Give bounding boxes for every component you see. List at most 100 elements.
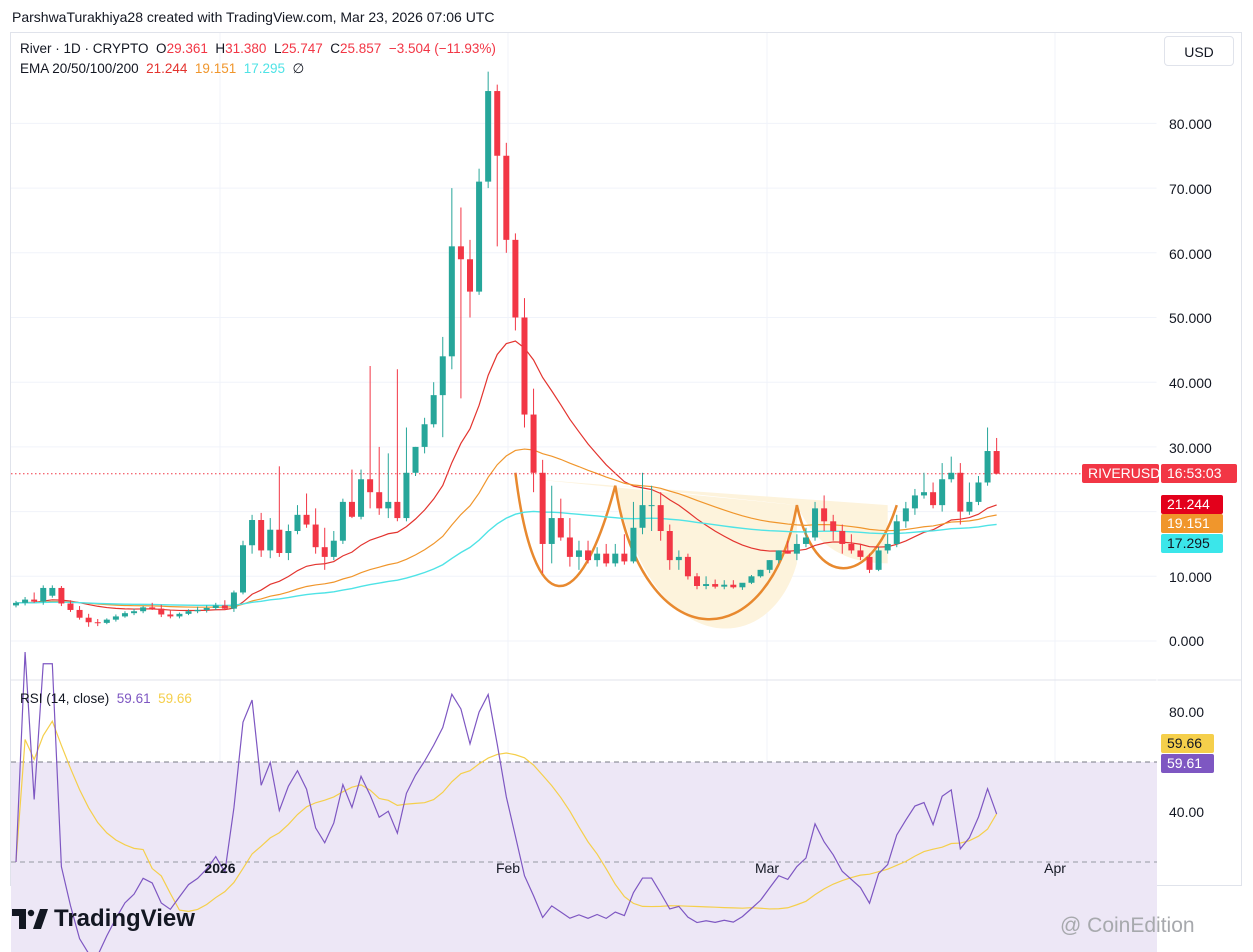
rsi-y-tick-label: 40.00 xyxy=(1169,804,1205,820)
tradingview-logo[interactable]: TradingView xyxy=(12,905,195,933)
candle-body xyxy=(866,556,873,570)
candle-body xyxy=(85,617,92,623)
candle-body xyxy=(739,582,746,588)
candle-body xyxy=(921,492,927,496)
candle-body xyxy=(112,616,119,620)
grid-lines xyxy=(11,33,1242,850)
candle-body xyxy=(267,529,274,551)
candle-body xyxy=(476,181,483,292)
candle-body xyxy=(684,556,691,577)
candle-body xyxy=(140,607,147,612)
y-tick-label: 10.000 xyxy=(1169,569,1212,585)
legend-symbol[interactable]: River · 1D · CRYPTO xyxy=(20,41,149,56)
candle-body xyxy=(240,545,246,593)
candle-body xyxy=(203,608,210,610)
candle-body xyxy=(13,602,19,606)
ema50-value: 19.151 xyxy=(194,61,237,76)
candle-body xyxy=(394,501,401,519)
candle-body xyxy=(94,622,101,624)
candle-body xyxy=(648,505,655,507)
candle-body xyxy=(430,395,437,425)
legend-open: 29.361 xyxy=(166,41,208,56)
candle-body xyxy=(893,521,900,544)
candle-body xyxy=(911,495,918,509)
y-tick-label: 0.000 xyxy=(1169,633,1205,649)
candle-body xyxy=(403,472,410,519)
candle-body xyxy=(512,239,519,318)
candle-body xyxy=(857,550,864,557)
candle-body xyxy=(675,556,682,561)
candle-body xyxy=(376,492,383,509)
candle-body xyxy=(957,472,964,512)
candle-body xyxy=(848,543,855,551)
y-tick-label: 50.000 xyxy=(1169,310,1212,326)
candle-body xyxy=(367,479,374,493)
candle-body xyxy=(503,155,510,240)
rsi-legend-label[interactable]: RSI (14, close) xyxy=(20,691,110,706)
candle-body xyxy=(966,501,973,512)
candle-body xyxy=(494,91,501,156)
candle-body xyxy=(121,613,128,617)
candle-body xyxy=(585,550,592,561)
rsi-ma-line xyxy=(15,719,998,913)
candle-body xyxy=(639,505,646,528)
candle-body xyxy=(158,608,165,615)
rsi-tag: 59.61 xyxy=(1161,754,1214,773)
legend-change: −3.504 (−11.93%) xyxy=(388,41,496,56)
candle-body xyxy=(485,91,492,182)
candle-body xyxy=(603,553,610,564)
candle-body xyxy=(185,611,192,614)
chart-credit: ParshwaTurakhiya28 created with TradingV… xyxy=(12,9,495,25)
candle-body xyxy=(630,527,637,562)
candle-body xyxy=(76,609,83,618)
candle-body xyxy=(358,479,365,517)
ema100-value: 17.295 xyxy=(243,61,286,76)
ema-lines xyxy=(11,340,1082,612)
rsi-line xyxy=(15,651,998,952)
legend-low: 25.747 xyxy=(281,41,323,56)
candle-body xyxy=(948,472,955,480)
candle-body xyxy=(712,584,719,587)
candle-body xyxy=(748,576,755,583)
y-tick-label: 30.000 xyxy=(1169,440,1212,456)
ema20-value: 21.244 xyxy=(146,61,188,76)
candle-body xyxy=(439,356,446,396)
candle-body xyxy=(657,505,664,532)
candle-body xyxy=(149,607,156,609)
x-tick-label: 2026 xyxy=(204,860,236,876)
candle-body xyxy=(212,605,219,609)
candle-body xyxy=(258,520,265,551)
legend-close: 25.857 xyxy=(340,41,382,56)
tradingview-logo-text: TradingView xyxy=(54,905,195,932)
candle-body xyxy=(621,553,628,562)
candle-body xyxy=(830,521,837,532)
rsi-band xyxy=(11,762,1157,952)
candle-body xyxy=(457,246,464,260)
candle-body xyxy=(285,531,292,554)
rsi-ma-tag: 59.66 xyxy=(1161,734,1214,753)
ema20-line xyxy=(15,340,997,612)
candle-body xyxy=(594,553,601,561)
candle-body xyxy=(930,492,937,506)
ema-legend-label[interactable]: EMA 20/50/100/200 xyxy=(20,61,139,76)
candle-body xyxy=(612,553,619,564)
candle-body xyxy=(902,508,909,522)
countdown-tag: 16:53:03 xyxy=(1161,464,1237,483)
candle-body xyxy=(448,246,455,357)
candle-body xyxy=(875,550,882,570)
candle-body xyxy=(884,543,891,551)
candle-body xyxy=(276,529,283,554)
candle-body xyxy=(467,259,473,292)
legend-open-label: O xyxy=(156,41,167,56)
currency-button[interactable]: USD xyxy=(1164,36,1234,66)
candle-body xyxy=(757,569,764,577)
rsi-value: 59.61 xyxy=(116,691,151,706)
candle-body xyxy=(321,547,328,557)
candle-body xyxy=(294,514,301,532)
x-tick-label: Apr xyxy=(1044,860,1066,876)
pattern-fill-right xyxy=(615,485,888,564)
rsi-legend: RSI (14, close) 59.61 59.66 xyxy=(20,691,192,706)
candle-body xyxy=(303,514,310,525)
candle-body xyxy=(703,584,710,587)
